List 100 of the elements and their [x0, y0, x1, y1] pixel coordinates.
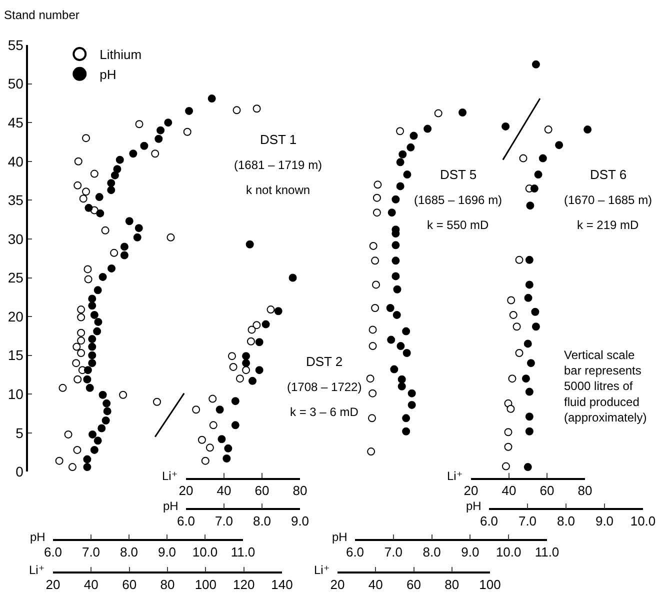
- point: [201, 456, 210, 465]
- point: [55, 456, 64, 465]
- point: [519, 154, 528, 162]
- point: [434, 109, 442, 118]
- x2-tick-label: 6.0: [480, 513, 498, 528]
- x-axis-title: Li⁺: [162, 469, 178, 483]
- x-tick-label: 60: [540, 483, 554, 498]
- x-tick-label: 120: [232, 576, 255, 592]
- x2-tick-label: 7.0: [384, 544, 402, 560]
- point: [371, 256, 380, 265]
- text: DST 6: [590, 167, 627, 182]
- x-tick-label: 60: [406, 576, 421, 592]
- legend-label: Lithium: [100, 47, 142, 62]
- point: [248, 326, 256, 334]
- point: [368, 389, 377, 398]
- x2-tick-label: 7.0: [82, 544, 100, 560]
- y-tick-label: 0: [16, 464, 24, 480]
- point: [208, 394, 217, 403]
- x-tick-label: 20: [330, 576, 345, 592]
- x2-tick-label: 10.0: [630, 513, 656, 528]
- x-tick-label: 100: [479, 576, 501, 592]
- x-tick-label: 40: [84, 576, 98, 592]
- point: [374, 180, 382, 189]
- x2-axis-title: pH: [466, 499, 482, 513]
- point: [242, 366, 250, 374]
- point: [236, 374, 244, 383]
- point: [84, 265, 92, 274]
- point: [228, 352, 236, 360]
- point: [72, 342, 81, 351]
- x-tick-label: 80: [444, 576, 460, 592]
- annotation: (1681 – 1719 m): [234, 158, 322, 172]
- x-tick-label: 20: [46, 576, 60, 592]
- text: DST 5: [440, 167, 477, 182]
- point: [368, 326, 377, 334]
- point: [68, 463, 76, 472]
- y-tick-label: 50: [8, 76, 24, 92]
- x-tick-label: 60: [122, 576, 137, 592]
- y-tick-label: 25: [8, 270, 24, 286]
- point: [544, 126, 552, 134]
- x2-tick-label: 8.0: [120, 544, 138, 560]
- point: [58, 384, 67, 392]
- x2-axis-title: pH: [30, 530, 46, 544]
- x-tick-label: 100: [194, 576, 217, 592]
- x2-tick-label: 10.0: [192, 544, 218, 560]
- y-tick-label: 55: [8, 36, 24, 53]
- x2-tick-label: 10.0: [496, 544, 522, 560]
- y-tick-label: 10: [8, 386, 24, 402]
- point: [183, 128, 192, 136]
- point: [79, 194, 88, 203]
- point: [252, 321, 261, 330]
- y-tick-label: 5: [16, 424, 24, 441]
- point: [367, 448, 376, 456]
- annotation: k = 550 mD: [427, 218, 490, 232]
- x-tick-label: 140: [271, 576, 293, 592]
- y-tick-label: 45: [8, 114, 24, 130]
- x-tick-label: 20: [178, 483, 194, 498]
- x-axis-title: Li⁺: [29, 563, 45, 577]
- point: [153, 398, 161, 406]
- x2-tick-label: 8.0: [556, 513, 576, 528]
- point: [77, 313, 86, 322]
- point: [368, 342, 377, 350]
- y-tick-label: 15: [8, 347, 24, 364]
- x2-tick-label: 9.0: [461, 544, 480, 560]
- point: [77, 336, 86, 345]
- point: [101, 226, 110, 234]
- x-tick-label: 40: [502, 483, 516, 498]
- x2-tick-label: 7.0: [214, 513, 234, 528]
- x-tick-label: 80: [578, 483, 592, 498]
- point: [369, 242, 378, 250]
- x2-tick-label: 6.0: [346, 544, 364, 560]
- x2-tick-label: 9.0: [595, 513, 614, 528]
- x2-axis-title: pH: [332, 530, 348, 544]
- point: [77, 328, 86, 337]
- point: [198, 436, 206, 444]
- point: [366, 374, 374, 383]
- annotation: (1670 – 1685 m): [564, 193, 652, 207]
- point: [396, 127, 404, 136]
- point: [192, 406, 200, 414]
- point: [206, 444, 214, 452]
- point: [229, 362, 238, 371]
- annotation: (1685 – 1696 m): [414, 193, 502, 207]
- point: [502, 462, 510, 470]
- x2-tick-label: 7.0: [518, 513, 537, 528]
- point: [507, 296, 516, 304]
- point: [371, 304, 380, 312]
- point: [77, 306, 86, 314]
- y-tick-label: 20: [8, 308, 24, 324]
- point: [372, 280, 380, 289]
- point: [515, 349, 524, 357]
- point: [151, 150, 160, 158]
- annotation: k = 219 mD: [577, 218, 640, 232]
- point: [252, 104, 261, 113]
- annotation: k = 3 – 6 mD: [290, 405, 359, 419]
- y-tick-label: 40: [8, 153, 24, 170]
- point: [90, 170, 98, 178]
- point: [82, 134, 90, 142]
- x2-tick-label: 9.0: [290, 513, 310, 528]
- point: [515, 256, 524, 264]
- point: [77, 349, 86, 357]
- point: [166, 233, 175, 242]
